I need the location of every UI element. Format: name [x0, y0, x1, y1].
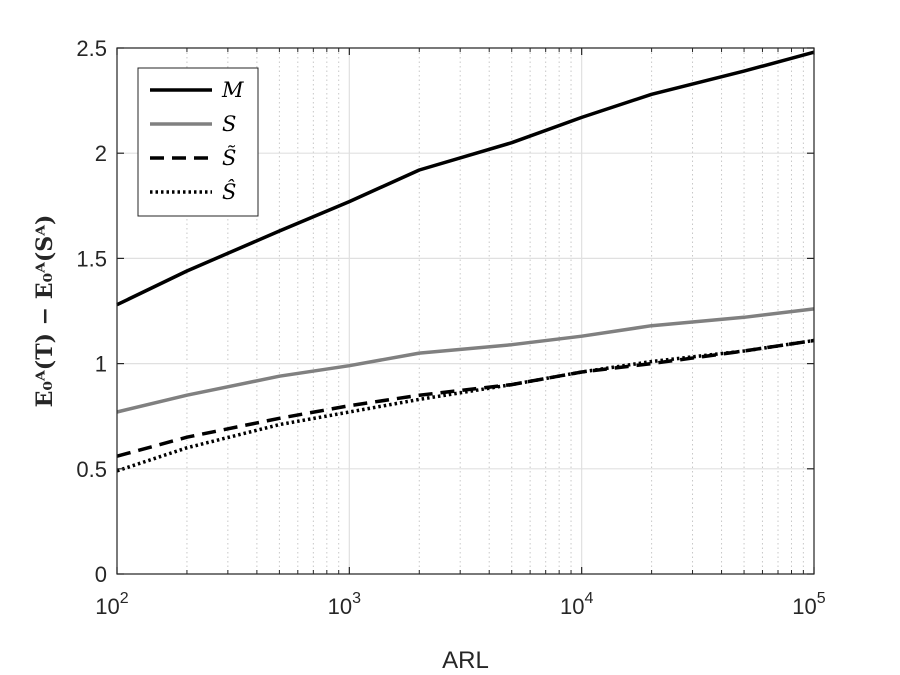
legend: MS S̃ Ŝ	[137, 67, 259, 217]
x-axis-label: ARL	[442, 647, 489, 674]
y-tick-labels: 0 0.5 1 1.5 2 2.5	[76, 36, 107, 587]
legend-label-1: M	[221, 78, 244, 102]
y-tick-label: 1.5	[76, 246, 107, 271]
x-tick-base: 10	[328, 594, 352, 619]
legend-label-2: S	[222, 112, 236, 136]
x-tick-label: 103	[328, 590, 361, 619]
x-tick-label: 102	[95, 590, 128, 619]
y-tick-label: 2.5	[76, 36, 107, 61]
plot-frame	[116, 47, 815, 575]
y-tick-label: 0	[95, 562, 107, 587]
x-tick-base: 10	[95, 594, 119, 619]
minor-gridlines	[186, 48, 804, 574]
series-layer	[116, 50, 815, 473]
x-tick-exponent: 5	[817, 590, 826, 607]
y-tick-label: 0.5	[76, 457, 107, 482]
y-tick-label: 2	[95, 141, 107, 166]
series-line-3	[116, 338, 815, 458]
x-tick-exponent: 2	[120, 590, 129, 607]
x-tick-exponent: 3	[352, 590, 361, 607]
series-line-1	[116, 50, 815, 307]
series-line-4	[116, 338, 815, 473]
legend-label-3: S̃	[222, 146, 236, 170]
series-line-2	[116, 307, 815, 414]
x-tick-base: 10	[792, 594, 816, 619]
x-tick-exponent: 4	[584, 590, 593, 607]
tick-marks	[116, 47, 815, 575]
x-tick-label: 104	[560, 590, 593, 619]
x-tick-label: 105	[792, 590, 825, 619]
legend-label-4: Ŝ	[222, 179, 236, 204]
y-axis-label: E₀ᴬ(T) − E₀ᴬ(Sᴬ)	[32, 215, 58, 408]
x-tick-labels: 102 103 104 105	[95, 590, 825, 619]
y-tick-label: 1	[95, 352, 107, 377]
x-tick-base: 10	[560, 594, 584, 619]
